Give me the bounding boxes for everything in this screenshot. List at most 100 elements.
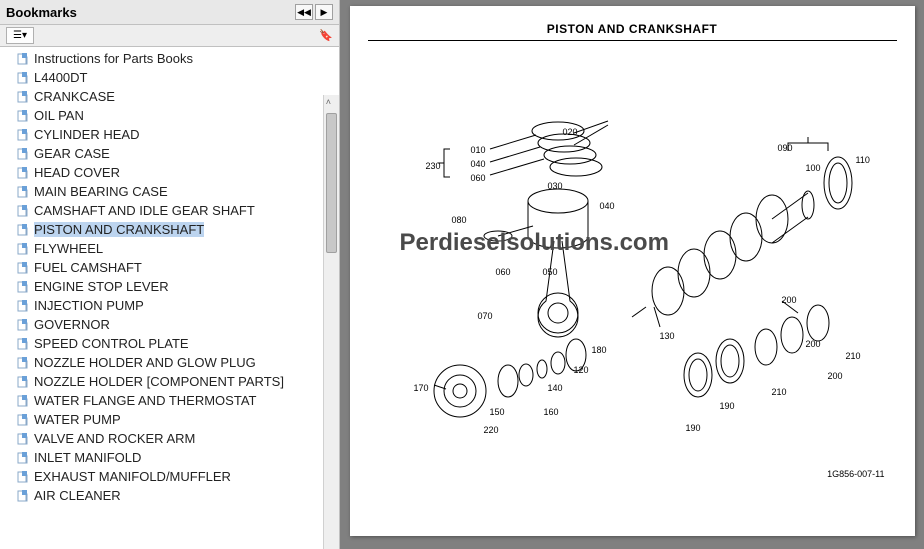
callout-number: 120	[574, 365, 589, 375]
scrollbar-thumb[interactable]	[326, 113, 337, 253]
callout-number: 160	[544, 407, 559, 417]
sidebar-toolbar: ☰▾ 🔖	[0, 25, 339, 47]
nav-prev-all-button[interactable]: ◀◀	[295, 4, 313, 20]
bookmark-label: PISTON AND CRANKSHAFT	[34, 222, 204, 237]
callout-number: 210	[846, 351, 861, 361]
bookmark-item[interactable]: GOVERNOR	[14, 315, 339, 334]
scroll-up-icon[interactable]: ˄	[326, 97, 331, 107]
bookmark-item[interactable]: VALVE AND ROCKER ARM	[14, 429, 339, 448]
bookmark-label: FLYWHEEL	[34, 241, 103, 256]
callout-number: 040	[600, 201, 615, 211]
bookmark-item[interactable]: AIR CLEANER	[14, 486, 339, 505]
page-icon	[16, 204, 30, 218]
bookmark-label: HEAD COVER	[34, 165, 120, 180]
nav-next-button[interactable]: ▶	[315, 4, 333, 20]
callout-number: 020	[563, 127, 578, 137]
callout-number: 010	[471, 145, 486, 155]
callout-number: 080	[452, 215, 467, 225]
callout-number: 100	[806, 163, 821, 173]
page-icon	[16, 394, 30, 408]
bookmarks-sidebar: Bookmarks ◀◀ ▶ ☰▾ 🔖 Instructions for Par…	[0, 0, 340, 549]
bookmark-item[interactable]: CAMSHAFT AND IDLE GEAR SHAFT	[14, 201, 339, 220]
bookmark-item[interactable]: GEAR CASE	[14, 144, 339, 163]
bookmark-item[interactable]: WATER FLANGE AND THERMOSTAT	[14, 391, 339, 410]
callout-number: 130	[660, 331, 675, 341]
bookmark-label: GOVERNOR	[34, 317, 110, 332]
document-viewport[interactable]: PISTON AND CRANKSHAFT	[340, 0, 924, 549]
page-icon	[16, 470, 30, 484]
bookmark-item[interactable]: FLYWHEEL	[14, 239, 339, 258]
page-icon	[16, 128, 30, 142]
page-icon	[16, 261, 30, 275]
bookmark-list[interactable]: Instructions for Parts BooksL4400DT CRANK…	[0, 47, 339, 549]
page-icon	[16, 109, 30, 123]
callout-number: 060	[496, 267, 511, 277]
callout-number: 040	[471, 159, 486, 169]
bookmark-label: SPEED CONTROL PLATE	[34, 336, 189, 351]
parts-diagram: 0100202300400600300400800600500701801201…	[368, 51, 897, 491]
bookmark-label: AIR CLEANER	[34, 488, 121, 503]
bookmark-item[interactable]: HEAD COVER	[14, 163, 339, 182]
title-rule	[368, 40, 897, 41]
list-icon: ☰▾	[13, 30, 27, 41]
bookmark-item[interactable]: NOZZLE HOLDER AND GLOW PLUG	[14, 353, 339, 372]
bookmark-item[interactable]: ENGINE STOP LEVER	[14, 277, 339, 296]
bookmark-item[interactable]: MAIN BEARING CASE	[14, 182, 339, 201]
page-icon	[16, 223, 30, 237]
callout-number: 070	[478, 311, 493, 321]
bookmark-item[interactable]: PISTON AND CRANKSHAFT	[14, 220, 339, 239]
bookmark-label: GEAR CASE	[34, 146, 110, 161]
bookmark-item[interactable]: CYLINDER HEAD	[14, 125, 339, 144]
callout-number: 030	[548, 181, 563, 191]
bookmark-label: ENGINE STOP LEVER	[34, 279, 169, 294]
view-options-dropdown[interactable]: ☰▾	[6, 27, 34, 44]
bookmark-label: EXHAUST MANIFOLD/MUFFLER	[34, 469, 231, 484]
callout-number: 090	[778, 143, 793, 153]
page-title: PISTON AND CRANKSHAFT	[368, 22, 897, 36]
page-icon	[16, 432, 30, 446]
bookmark-label: WATER FLANGE AND THERMOSTAT	[34, 393, 256, 408]
callout-number: 050	[543, 267, 558, 277]
bookmark-item[interactable]: OIL PAN	[14, 106, 339, 125]
bookmark-item[interactable]: WATER PUMP	[14, 410, 339, 429]
bookmark-item[interactable]: INJECTION PUMP	[14, 296, 339, 315]
figure-id: 1G856-007-11	[827, 469, 884, 479]
page-icon	[16, 280, 30, 294]
page-icon	[16, 356, 30, 370]
page-icon	[16, 337, 30, 351]
bookmark-item[interactable]: NOZZLE HOLDER [COMPONENT PARTS]	[14, 372, 339, 391]
callout-number: 170	[414, 383, 429, 393]
bookmark-item[interactable]: EXHAUST MANIFOLD/MUFFLER	[14, 467, 339, 486]
bookmark-item[interactable]: FUEL CAMSHAFT	[14, 258, 339, 277]
page-icon	[16, 147, 30, 161]
page-icon	[16, 185, 30, 199]
bookmark-label: VALVE AND ROCKER ARM	[34, 431, 195, 446]
bookmark-tool-icon[interactable]: 🔖	[319, 29, 333, 43]
bookmark-item[interactable]: L4400DT	[14, 68, 339, 87]
bookmark-item[interactable]: SPEED CONTROL PLATE	[14, 334, 339, 353]
bookmark-label: CYLINDER HEAD	[34, 127, 139, 142]
callout-number: 190	[720, 401, 735, 411]
bookmark-item[interactable]: CRANKCASE	[14, 87, 339, 106]
callout-number: 110	[856, 155, 870, 165]
page-icon	[16, 375, 30, 389]
callout-number: 210	[772, 387, 787, 397]
callout-number: 060	[471, 173, 486, 183]
bookmark-label: MAIN BEARING CASE	[34, 184, 168, 199]
page-icon	[16, 90, 30, 104]
callout-number: 220	[484, 425, 499, 435]
callout-number: 140	[548, 383, 563, 393]
bookmark-item[interactable]: Instructions for Parts Books	[14, 49, 339, 68]
page-icon	[16, 489, 30, 503]
document-page: PISTON AND CRANKSHAFT	[350, 6, 915, 536]
bookmark-label: CRANKCASE	[34, 89, 115, 104]
bookmark-label: OIL PAN	[34, 108, 84, 123]
callout-number: 200	[806, 339, 821, 349]
sidebar-title: Bookmarks	[6, 5, 77, 20]
callout-number: 180	[592, 345, 607, 355]
bookmark-item[interactable]: INLET MANIFOLD	[14, 448, 339, 467]
bookmark-label: INLET MANIFOLD	[34, 450, 141, 465]
bookmark-label: WATER PUMP	[34, 412, 121, 427]
scrollbar[interactable]: ˄	[323, 95, 339, 549]
bookmark-label: CAMSHAFT AND IDLE GEAR SHAFT	[34, 203, 255, 218]
